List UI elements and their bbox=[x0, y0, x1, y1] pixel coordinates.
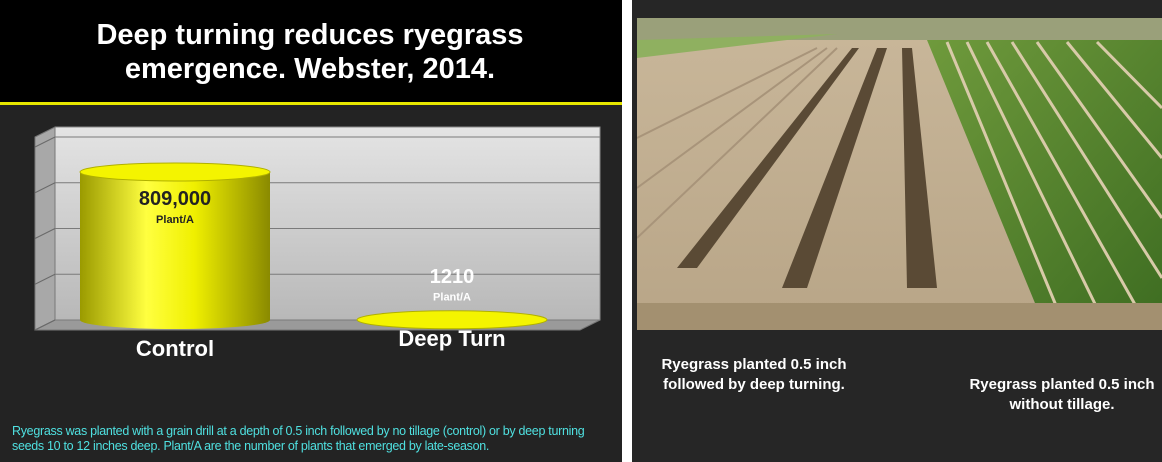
soil-rows bbox=[637, 47, 838, 239]
slide-caption: Ryegrass was planted with a grain drill … bbox=[12, 424, 585, 453]
value-label: 809,000 bbox=[139, 188, 211, 210]
chart-slide: Deep turning reduces ryegrass emergence.… bbox=[0, 0, 622, 462]
chart-title: Deep turning reduces ryegrass emergence.… bbox=[96, 19, 524, 85]
field-photo bbox=[637, 18, 1162, 330]
photo-caption: Ryegrass planted 0.5 inch without tillag… bbox=[969, 376, 1155, 413]
grass-rows bbox=[927, 40, 1162, 308]
bar-top bbox=[79, 162, 271, 182]
x-tick-label: Control bbox=[136, 336, 214, 361]
far-field bbox=[637, 34, 837, 58]
value-label: 1210 bbox=[430, 266, 475, 288]
foreground-soil bbox=[637, 303, 1162, 330]
bar-top bbox=[356, 310, 548, 330]
grid-line bbox=[34, 228, 56, 239]
bar bbox=[80, 171, 270, 320]
value-unit: Plant/A bbox=[433, 292, 471, 304]
grid-line bbox=[34, 319, 56, 331]
photo-caption: Ryegrass planted 0.5 inch followed by de… bbox=[661, 356, 847, 393]
horizon bbox=[637, 18, 1162, 40]
grass-furrows bbox=[945, 40, 1162, 309]
value-unit: Plant/A bbox=[156, 214, 194, 226]
grid-line bbox=[34, 182, 56, 194]
title-band bbox=[0, 0, 622, 105]
chart: 809,000 Plant/A Control 1210 Plant/A Deep Tur… bbox=[34, 126, 601, 361]
bar-base bbox=[80, 311, 270, 329]
side-wall bbox=[34, 126, 56, 331]
grid-line bbox=[34, 136, 56, 148]
x-tick-label: Deep Turn bbox=[398, 326, 505, 351]
furrow-shadows bbox=[677, 48, 937, 288]
grid-line bbox=[34, 273, 56, 285]
photo-slide: Ryegrass planted 0.5 inch followed by de… bbox=[632, 0, 1162, 462]
